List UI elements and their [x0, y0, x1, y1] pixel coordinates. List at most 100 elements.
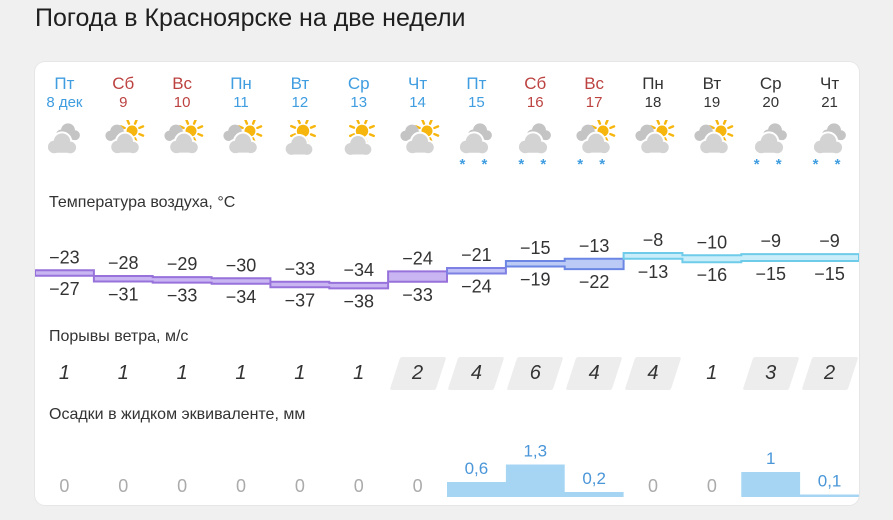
wind-gust-cell: 4	[565, 352, 624, 394]
temp-min-value: −15	[814, 264, 845, 284]
precip-zero-value: 0	[118, 476, 128, 496]
temperature-band-segment	[446, 267, 507, 275]
weather-cell	[624, 120, 683, 172]
day-date: 18	[644, 94, 662, 111]
weather-cell	[388, 120, 447, 172]
day-column-header[interactable]: Чт 21	[800, 74, 859, 112]
cloudy-icon	[811, 123, 846, 156]
day-name: Ср	[759, 74, 782, 93]
day-name: Ср	[347, 74, 370, 93]
weather-cell: * *	[565, 120, 624, 172]
temp-max-value: −30	[226, 255, 257, 275]
day-column-header[interactable]: Ср 20	[741, 74, 800, 112]
temp-max-value: −34	[343, 260, 374, 280]
day-name: Вт	[702, 74, 722, 93]
day-date: 17	[585, 94, 603, 111]
temp-min-value: −33	[167, 286, 198, 306]
weather-icons-row: * * * * * * * * * *	[35, 120, 859, 172]
precip-zero-value: 0	[648, 476, 658, 496]
snowfall-indicator: * *	[753, 156, 788, 173]
precipitation-bar-group	[741, 472, 859, 497]
day-column-header[interactable]: Вт 19	[682, 74, 741, 112]
wind-gusts-row: 1 1 1 1 1 1 2 4 6 4 4 1 3 2	[35, 352, 859, 394]
day-name: Чт	[820, 74, 840, 93]
temp-max-value: −9	[760, 231, 781, 251]
temp-min-value: −37	[285, 290, 316, 310]
cloud-sun-icon	[223, 120, 263, 156]
day-column-header[interactable]: Вс 17	[565, 74, 624, 112]
day-column-header[interactable]: Пт 8 дек	[35, 74, 94, 112]
wind-gust-cell: 1	[94, 352, 153, 394]
cloud-sun-icon	[164, 120, 204, 156]
day-column-header[interactable]: Вт 12	[270, 74, 329, 112]
wind-gust-value: 2	[824, 361, 836, 384]
day-name: Сб	[524, 74, 547, 93]
wind-gust-value: 1	[58, 361, 70, 384]
day-column-header[interactable]: Сб 9	[94, 74, 153, 112]
temp-min-value: −13	[638, 262, 669, 282]
day-date: 21	[821, 94, 838, 111]
precipitation-chart: 0 0 0 0 0 0 0 0,6 1,3 0,2 0 0 1 0,1	[59, 442, 859, 497]
day-column-header[interactable]: Сб 16	[506, 74, 565, 112]
precip-value-label: 1	[766, 449, 775, 468]
wind-gust-cell: 1	[212, 352, 271, 394]
temp-max-value: −9	[819, 231, 840, 251]
cloudy-icon	[46, 123, 81, 156]
sun-and-cloud-icon	[283, 120, 316, 157]
day-date: 16	[526, 94, 544, 111]
day-date: 14	[409, 94, 426, 111]
weather-cell	[212, 120, 271, 172]
weather-cell: * *	[506, 120, 565, 172]
temp-max-value: −23	[49, 247, 80, 267]
temp-min-value: −22	[579, 272, 610, 292]
day-name: Пн	[642, 74, 664, 93]
day-column-header[interactable]: Пн 11	[212, 74, 271, 112]
precip-zero-value: 0	[59, 476, 69, 496]
temp-max-value: −33	[285, 259, 316, 279]
precip-zero-value: 0	[295, 476, 305, 496]
cloudy-icon	[458, 123, 493, 156]
wind-gust-cell: 2	[388, 352, 447, 394]
temp-max-value: −24	[402, 248, 433, 268]
temp-max-value: −28	[108, 253, 139, 273]
day-column-header[interactable]: Вс 10	[153, 74, 212, 112]
day-name: Чт	[408, 74, 428, 93]
wind-gust-value: 1	[176, 361, 188, 384]
page-title: Погода в Красноярске на две недели	[35, 4, 466, 32]
wind-gust-value: 1	[235, 361, 247, 384]
day-column-header[interactable]: Пн 18	[624, 74, 683, 112]
precip-value-label: 0,2	[582, 469, 606, 488]
wind-gust-value: 2	[412, 361, 424, 384]
precipitation-bar-group	[447, 464, 624, 497]
snowfall-indicator: * *	[459, 156, 494, 173]
day-date: 15	[468, 94, 485, 111]
wind-gust-value: 3	[765, 361, 777, 384]
wind-gust-value: 4	[588, 361, 600, 384]
temp-min-value: −38	[343, 291, 374, 311]
day-date: 8 дек	[46, 94, 83, 111]
wind-gust-cell: 4	[447, 352, 506, 394]
day-name: Вс	[172, 74, 193, 93]
temperature-band-segment	[504, 257, 625, 271]
wind-gust-cell: 2	[800, 352, 859, 394]
day-column-header[interactable]: Ср 13	[329, 74, 388, 112]
day-name: Сб	[112, 74, 135, 93]
temp-min-value: −16	[697, 265, 728, 285]
sun-and-cloud-icon	[342, 120, 375, 157]
temp-max-value: −29	[167, 254, 198, 274]
wind-gust-cell: 1	[329, 352, 388, 394]
weather-cell	[153, 120, 212, 172]
snowfall-indicator: * *	[577, 156, 612, 173]
day-column-header[interactable]: Чт 14	[388, 74, 447, 112]
precip-value-label: 0,1	[818, 472, 842, 491]
days-row: Пт 8 дек Сб 9 Вс 10 Пн 11 Вт 12 Ср 13 Чт 14 Пт 15 Сб 16 Вс…	[35, 74, 859, 112]
precipitation-section-label: Осадки в жидком эквиваленте, мм	[49, 406, 306, 423]
temp-min-value: −31	[108, 285, 139, 305]
precip-zero-value: 0	[236, 476, 246, 496]
wind-gust-value: 1	[117, 361, 129, 384]
wind-gust-cell: 4	[624, 352, 683, 394]
wind-gust-value: 1	[294, 361, 306, 384]
day-column-header[interactable]: Пт 15	[447, 74, 506, 112]
day-name: Пн	[230, 74, 252, 93]
temp-min-value: −33	[402, 285, 433, 305]
